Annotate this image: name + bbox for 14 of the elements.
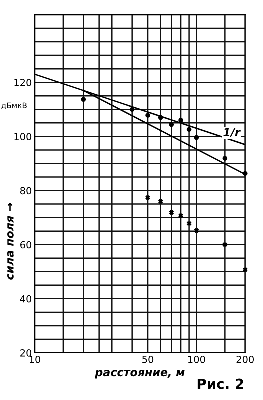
x-axis-title: расстояние, м bbox=[95, 370, 185, 379]
x-tick-label: 200 bbox=[236, 356, 254, 364]
text: Рис. 2 bbox=[198, 378, 244, 390]
x-tick-label: 50 bbox=[142, 356, 154, 364]
y-tick-label: 100 bbox=[14, 133, 32, 141]
series-label: 1/r bbox=[224, 128, 241, 138]
x-tick-label: 100 bbox=[188, 356, 206, 364]
y-tick-label: 120 bbox=[14, 79, 32, 86]
x-tick-label: 10 bbox=[30, 356, 41, 364]
y-tick-label: 40 bbox=[20, 295, 32, 303]
y-tick-label: 80 bbox=[20, 187, 32, 195]
y-tick-label: 20 bbox=[20, 349, 32, 357]
y-tick-label: 60 bbox=[20, 241, 32, 249]
y-axis-title: сила поля → bbox=[8, 203, 14, 280]
